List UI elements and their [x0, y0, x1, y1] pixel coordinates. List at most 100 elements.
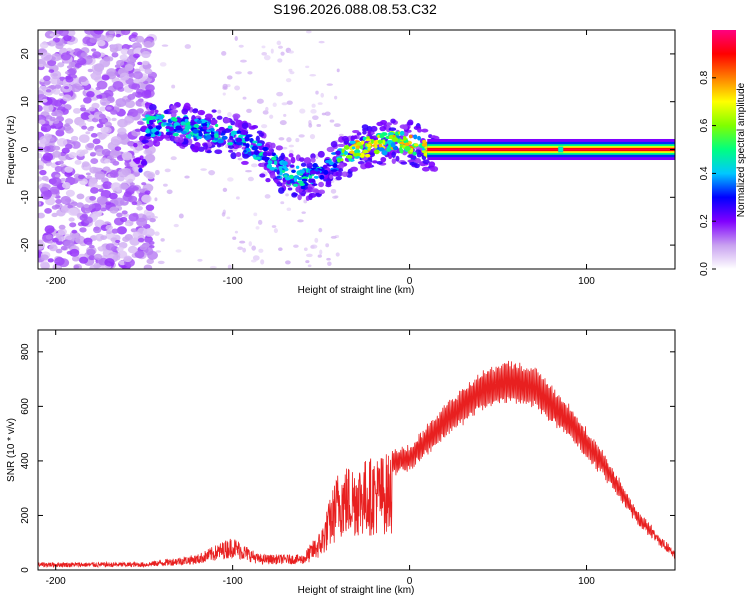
spectrogram-cell [154, 109, 159, 114]
spectrogram-cell [49, 116, 56, 122]
spectrogram-cell [65, 118, 74, 125]
spectrogram-cell [319, 174, 325, 180]
spectrogram-cell [71, 229, 78, 234]
spectrogram-cell [164, 168, 171, 173]
spectrogram-cell [176, 142, 183, 147]
spectrogram-cell [181, 108, 188, 115]
spectrogram-cell [39, 169, 47, 176]
spectrogram-cell [80, 112, 91, 120]
spectrogram-cell [261, 156, 269, 161]
spectrogram-cell [284, 176, 291, 181]
spectrogram-cell [265, 177, 271, 183]
spectrogram-cell [272, 102, 277, 108]
spectrogram-cell [193, 123, 200, 129]
spectrogram-cell [318, 189, 325, 195]
spectrogram-cell [38, 142, 46, 148]
spectrogram-cell [349, 140, 356, 144]
colorbar-label: Normalized spectral amplitude [736, 82, 747, 217]
spectrogram-cell [261, 45, 266, 49]
spectrogram-cell [414, 158, 422, 164]
spectrogram-cell [252, 140, 258, 144]
spectrogram-cell [55, 199, 62, 204]
spectrogram-cell [251, 245, 257, 251]
spectrogram-cell [111, 228, 119, 234]
spectrogram-cell [151, 116, 157, 120]
spectrogram-cell [281, 160, 288, 166]
spectrogram-cell [416, 153, 422, 158]
spectrogram-cell [146, 258, 154, 265]
spectrogram-cell [298, 157, 305, 162]
spectrogram-cell [293, 244, 299, 248]
spectrogram-cell [56, 138, 68, 147]
spectrogram-cell [38, 165, 44, 170]
spectrogram-cell [201, 122, 208, 127]
spectrogram-cell [144, 228, 155, 237]
spectrogram-cell [152, 216, 158, 219]
spectrogram-cell [295, 165, 300, 169]
spectrogram-cell [159, 62, 167, 67]
spectrogram-cell [330, 169, 338, 172]
spectrogram-cell [134, 250, 145, 259]
spectrogram-cell [421, 142, 428, 147]
spectrogram-cell [306, 253, 313, 258]
spectrogram-cell [380, 156, 387, 163]
spectrogram-cell [255, 226, 260, 230]
spectrogram-cell [100, 207, 107, 212]
spectrogram-cell [226, 216, 231, 220]
spectrogram-xlabel: Height of straight line (km) [298, 285, 415, 296]
spectrogram-cell [60, 195, 72, 205]
spectrogram-cell [227, 264, 232, 269]
spectrogram-cell [121, 151, 133, 161]
spectrogram-cell [322, 164, 328, 169]
spectrogram-cell [89, 244, 95, 249]
spectrogram-cell [307, 264, 312, 268]
spectrogram-cell [78, 76, 87, 83]
spectrogram-cell [291, 169, 296, 173]
spectrogram-cell [68, 217, 75, 222]
spectrogram-cell [173, 223, 179, 228]
spectrogram-cell [260, 259, 265, 265]
spectrogram-cell [172, 132, 179, 137]
spectrogram-cell [263, 55, 271, 61]
spectrogram-cell [142, 80, 149, 85]
spectrogram-cell [286, 159, 292, 167]
spectrogram-cell [251, 163, 258, 168]
spectrogram-cell [273, 160, 278, 166]
spectrogram-cell [278, 247, 283, 251]
snr-ylabel: SNR (10 * v/v) [6, 418, 17, 482]
spectrogram-cell [180, 121, 186, 126]
spectrogram-cell [147, 250, 158, 260]
spectrogram-cell [93, 262, 101, 269]
spectrogram-cell [417, 128, 422, 133]
spectrogram-cell [86, 248, 96, 256]
spectrogram-cell [145, 204, 155, 211]
spectrogram-cell [105, 201, 112, 206]
spectrogram-cell [175, 117, 182, 123]
spectrogram-cell [93, 226, 102, 234]
colorbar: 0.0 0.2 0.4 0.6 0.8 Normalized spectral ampl… [699, 30, 747, 276]
spectrogram-cell [141, 90, 152, 99]
spectrogram-cell [144, 68, 153, 75]
spectrogram-cell [216, 115, 223, 120]
spectrogram-cell [99, 106, 107, 112]
spectrogram-y-tick-label: 20 [20, 48, 31, 60]
spectrogram-cell [154, 169, 160, 176]
spectrogram-cell [290, 156, 296, 164]
spectrogram-cell [300, 162, 307, 167]
spectrogram-cell [96, 184, 102, 189]
spectrogram-cell [74, 63, 82, 69]
spectrogram-cell [119, 136, 130, 145]
spectrogram-cell [55, 129, 65, 137]
spectrogram-cell [55, 248, 63, 254]
spectrogram-cell [297, 176, 303, 181]
colorbar-tick-label: 0.0 [699, 262, 710, 276]
spectrogram-cell [227, 145, 235, 149]
spectrogram-cell [129, 182, 135, 186]
spectrogram-cell [127, 44, 133, 48]
spectrogram-cell [247, 71, 253, 75]
spectrogram-cell [143, 264, 153, 269]
spectrogram-cell [98, 113, 106, 118]
spectrogram-cell [183, 102, 191, 110]
snr-y-tick-label: 0 [20, 567, 31, 573]
spectrogram-cell [237, 157, 243, 161]
